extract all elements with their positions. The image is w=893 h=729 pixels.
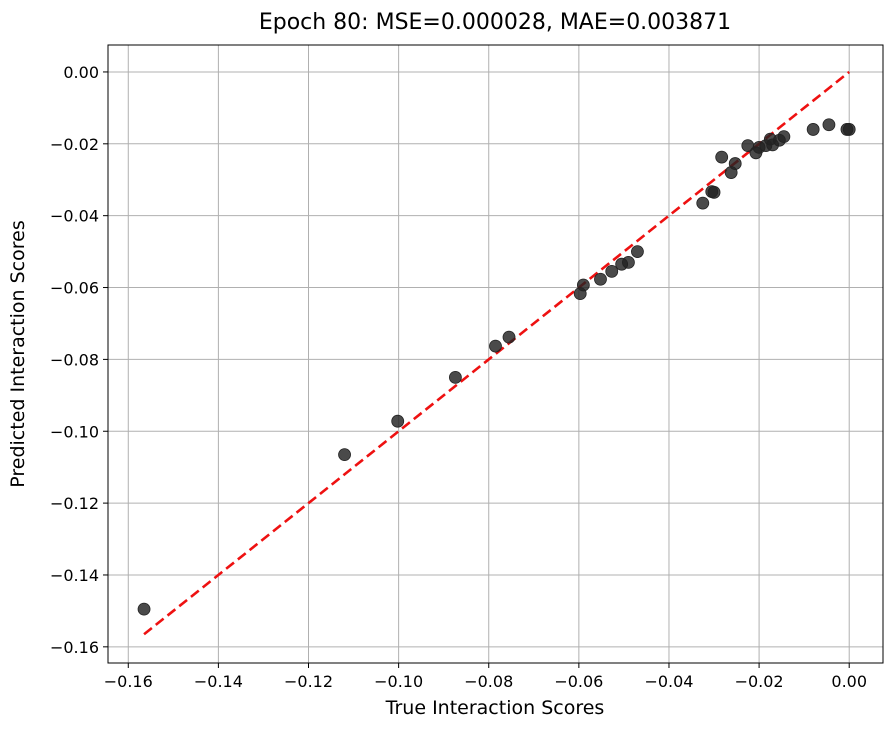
y-tick-label: −0.04	[50, 207, 99, 226]
x-tick-label: −0.06	[554, 672, 603, 691]
data-point	[715, 150, 729, 164]
x-tick-label: 0.00	[831, 672, 867, 691]
data-point	[806, 123, 820, 136]
y-tick-label: −0.06	[50, 279, 99, 298]
y-tick-label: −0.02	[50, 135, 99, 154]
y-tick-label: −0.10	[50, 422, 99, 441]
data-point	[631, 245, 644, 258]
x-tick-label: −0.14	[194, 672, 243, 691]
x-tick-label: −0.04	[644, 672, 693, 691]
data-point	[489, 339, 502, 353]
data-point	[338, 448, 351, 462]
data-point	[594, 272, 607, 286]
data-points	[137, 118, 856, 616]
y-tick-label: 0.00	[63, 63, 99, 82]
x-axis-ticks: −0.16 −0.14 −0.12 −0.10 −0.08 −0.06 −0.04 −0.02…	[104, 663, 867, 691]
x-axis-title: True Interaction Scores	[385, 697, 605, 719]
x-tick-label: −0.02	[735, 672, 784, 691]
data-point	[576, 278, 590, 292]
data-point	[502, 330, 516, 344]
y-tick-label: −0.14	[50, 566, 99, 585]
y-axis-title: Predicted Interaction Scores	[7, 220, 29, 487]
x-tick-label: −0.10	[374, 672, 423, 691]
x-tick-label: −0.08	[464, 672, 513, 691]
data-point	[822, 118, 836, 132]
data-point	[391, 414, 405, 428]
data-point	[137, 602, 151, 616]
plot-frame	[107, 44, 884, 664]
x-tick-label: −0.12	[284, 672, 333, 691]
y-tick-label: −0.08	[50, 350, 99, 369]
data-point	[777, 130, 791, 144]
data-point	[448, 370, 462, 384]
data-point	[605, 264, 619, 278]
y-tick-label: −0.16	[50, 638, 99, 657]
chart-title: Epoch 80: MSE=0.000028, MAE=0.003871	[259, 10, 731, 35]
data-point	[728, 157, 742, 170]
data-point	[707, 185, 721, 199]
data-point	[622, 255, 635, 269]
y-axis-ticks: 0.00 −0.02 −0.04 −0.06 −0.08 −0.10 −0.12 −0.14 −…	[50, 63, 108, 657]
data-point	[842, 123, 856, 136]
x-tick-label: −0.16	[104, 672, 153, 691]
data-point	[696, 196, 710, 210]
y-tick-label: −0.12	[50, 494, 99, 513]
